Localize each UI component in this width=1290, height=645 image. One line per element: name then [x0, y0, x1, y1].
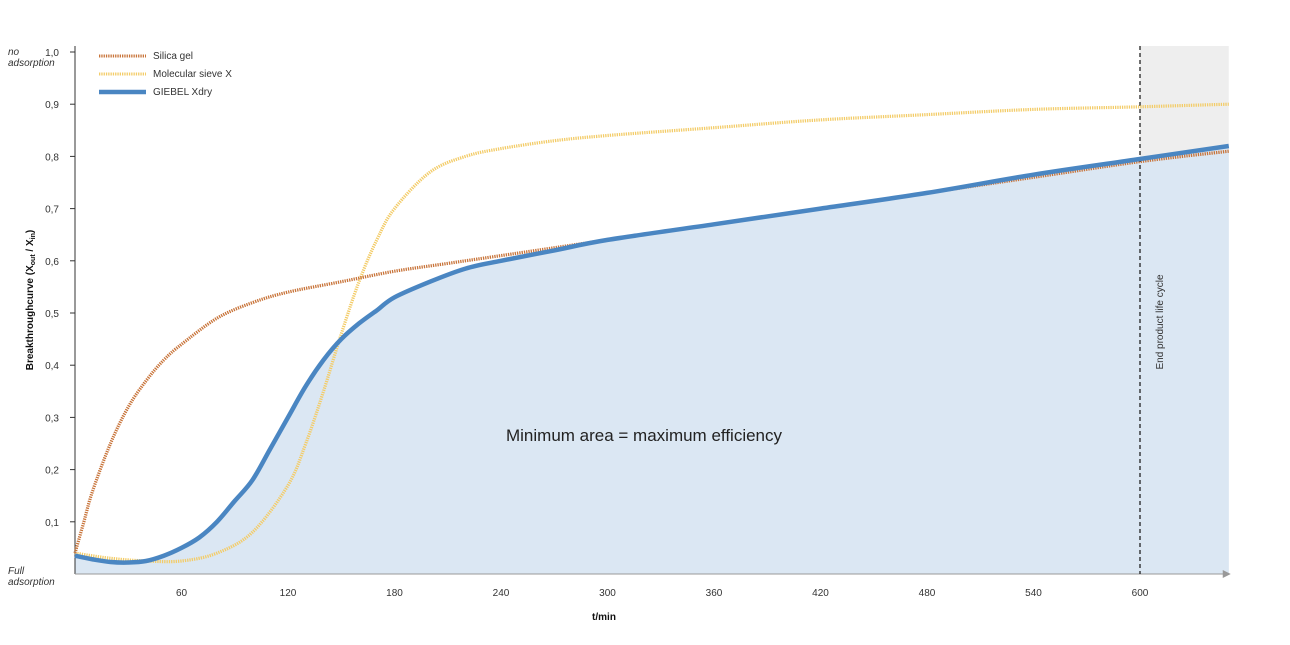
y-bottom-note-line2: adsorption — [8, 577, 55, 588]
x-tick-label: 240 — [493, 588, 510, 599]
x-tick-label: 480 — [919, 588, 936, 599]
x-tick-label: 600 — [1132, 588, 1149, 599]
series-line-giebel-xdry — [74, 143, 1230, 565]
end-of-life-label: End product life cycle — [1155, 274, 1166, 369]
series-line-molecular-sieve-x — [74, 102, 1229, 564]
legend: Silica gel Molecular sieve X GIEBEL Xdry — [99, 51, 232, 98]
y-axis-title: Breakthroughcurve (Xout / Xin) — [25, 230, 37, 371]
area-annotation: Minimum area = maximum efficiency — [506, 426, 783, 445]
x-tick-label: 540 — [1025, 588, 1042, 599]
y-tick-label: 0,5 — [45, 309, 59, 320]
y-tick-label: 1,0 — [45, 48, 59, 59]
x-tick-label: 60 — [176, 588, 188, 599]
y-tick-label: 0,1 — [45, 518, 59, 529]
y-bottom-note-line1: Full — [8, 566, 25, 577]
area-under-xdry — [75, 146, 1229, 574]
y-tick-label: 0,4 — [45, 361, 59, 372]
y-tick-label: 0,9 — [45, 100, 59, 111]
y-tick-label: 0,6 — [45, 257, 59, 268]
y-top-note-line2: adsorption — [8, 58, 55, 69]
legend-label-silica-gel: Silica gel — [153, 51, 193, 62]
y-tick-label: 0,2 — [45, 466, 59, 477]
y-top-note-line1: no — [8, 47, 20, 58]
x-axis-arrow-icon — [1222, 570, 1231, 578]
x-axis-title: t/min — [592, 612, 616, 623]
y-tick-label: 0,7 — [45, 205, 59, 216]
x-tick-label: 360 — [706, 588, 723, 599]
y-tick-label: 0,3 — [45, 413, 59, 424]
legend-label-giebel-xdry: GIEBEL Xdry — [153, 87, 212, 98]
y-tick-label: 0,8 — [45, 152, 59, 163]
x-tick-label: 120 — [280, 588, 297, 599]
legend-label-molecular-sieve: Molecular sieve X — [153, 69, 232, 80]
x-tick-label: 180 — [386, 588, 403, 599]
x-tick-label: 300 — [599, 588, 616, 599]
x-tick-label: 420 — [812, 588, 829, 599]
